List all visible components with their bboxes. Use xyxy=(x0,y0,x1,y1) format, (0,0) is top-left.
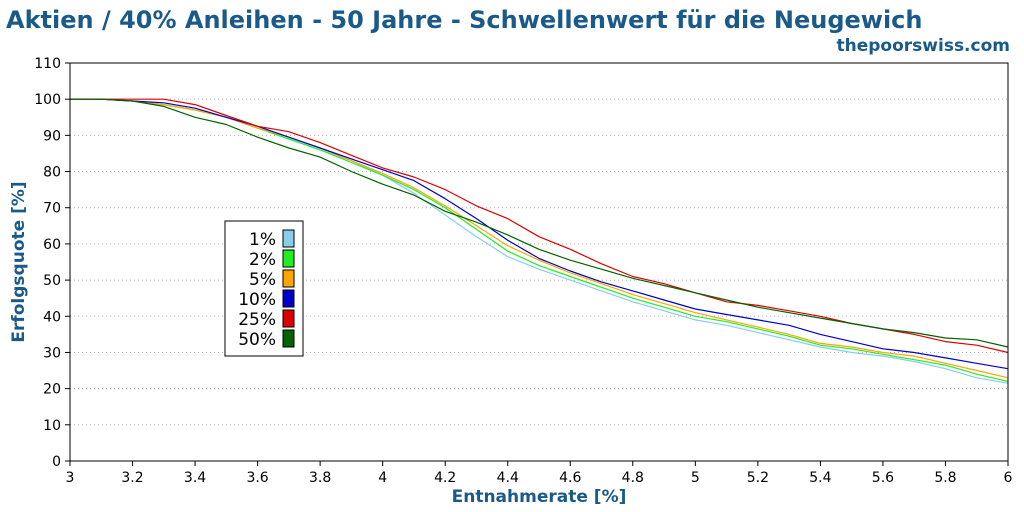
series-layer xyxy=(70,98,1009,384)
legend: 1%2%5%10%25%50% xyxy=(224,220,304,357)
x-tick-label: 3.2 xyxy=(121,470,143,486)
plot-frame xyxy=(69,62,1009,462)
x-tick-label: 5.8 xyxy=(934,470,956,486)
legend-label: 25% xyxy=(238,310,276,330)
legend-label: 1% xyxy=(249,230,276,250)
x-tick-label: 4.2 xyxy=(434,470,456,486)
y-tick-label: 110 xyxy=(34,56,61,72)
series-line-50pct xyxy=(70,98,1009,348)
y-tick-label: 80 xyxy=(43,165,61,181)
series-line-10pct xyxy=(70,98,1009,370)
x-tick-label: 3.8 xyxy=(309,470,331,486)
x-tick-label: 6 xyxy=(1004,470,1013,486)
y-tick-label: 20 xyxy=(43,382,61,398)
legend-label: 10% xyxy=(238,290,276,310)
y-axis: 0 10 20 30 40 50 60 70 80 90 100 110 xyxy=(34,56,70,470)
y-tick-label: 100 xyxy=(34,92,61,108)
legend-swatch xyxy=(282,269,295,288)
legend-swatch xyxy=(282,249,295,268)
y-tick-label: 40 xyxy=(43,309,61,325)
chart-subtitle: thepoorswiss.com xyxy=(837,36,1011,56)
x-tick-label: 5.4 xyxy=(809,470,831,486)
legend-label: 5% xyxy=(249,270,276,290)
x-tick-label: 4.8 xyxy=(622,470,644,486)
x-tick-label: 5.6 xyxy=(872,470,894,486)
x-tick-label: 4 xyxy=(378,470,387,486)
legend-label: 2% xyxy=(249,250,276,270)
series-line-2pct xyxy=(70,98,1009,382)
legend-swatch xyxy=(282,329,295,348)
chart-title: Aktien / 40% Anleihen - 50 Jahre - Schwe… xyxy=(6,6,923,34)
x-tick-label: 5 xyxy=(691,470,700,486)
legend-swatch xyxy=(282,309,295,328)
y-axis-label: Erfolgsquote [%] xyxy=(9,181,29,342)
x-axis-label: Entnahmerate [%] xyxy=(452,487,627,507)
y-tick-label: 30 xyxy=(43,345,61,361)
x-tick-label: 3 xyxy=(66,470,75,486)
grid-lines xyxy=(70,98,1008,426)
x-axis: 3 3.2 3.4 3.6 3.8 4 4.2 4.4 4.6 4.8 5 5.2 5.4 5.6 5.8 6 xyxy=(66,461,1013,486)
series-line-5pct xyxy=(70,98,1009,379)
x-tick-label: 4.4 xyxy=(497,470,519,486)
series-line-25pct xyxy=(70,98,1009,354)
y-tick-label: 90 xyxy=(43,128,61,144)
y-tick-label: 60 xyxy=(43,237,61,253)
legend-swatch xyxy=(282,289,295,308)
legend-swatch xyxy=(282,229,295,248)
y-tick-label: 0 xyxy=(52,454,61,470)
y-tick-label: 10 xyxy=(43,418,61,434)
legend-label: 50% xyxy=(238,330,276,350)
x-tick-label: 4.6 xyxy=(559,470,581,486)
y-tick-label: 70 xyxy=(43,201,61,217)
x-tick-label: 3.4 xyxy=(184,470,206,486)
series-line-1pct xyxy=(70,98,1009,384)
x-tick-label: 3.6 xyxy=(246,470,268,486)
y-tick-label: 50 xyxy=(43,273,61,289)
x-tick-label: 5.2 xyxy=(747,470,769,486)
